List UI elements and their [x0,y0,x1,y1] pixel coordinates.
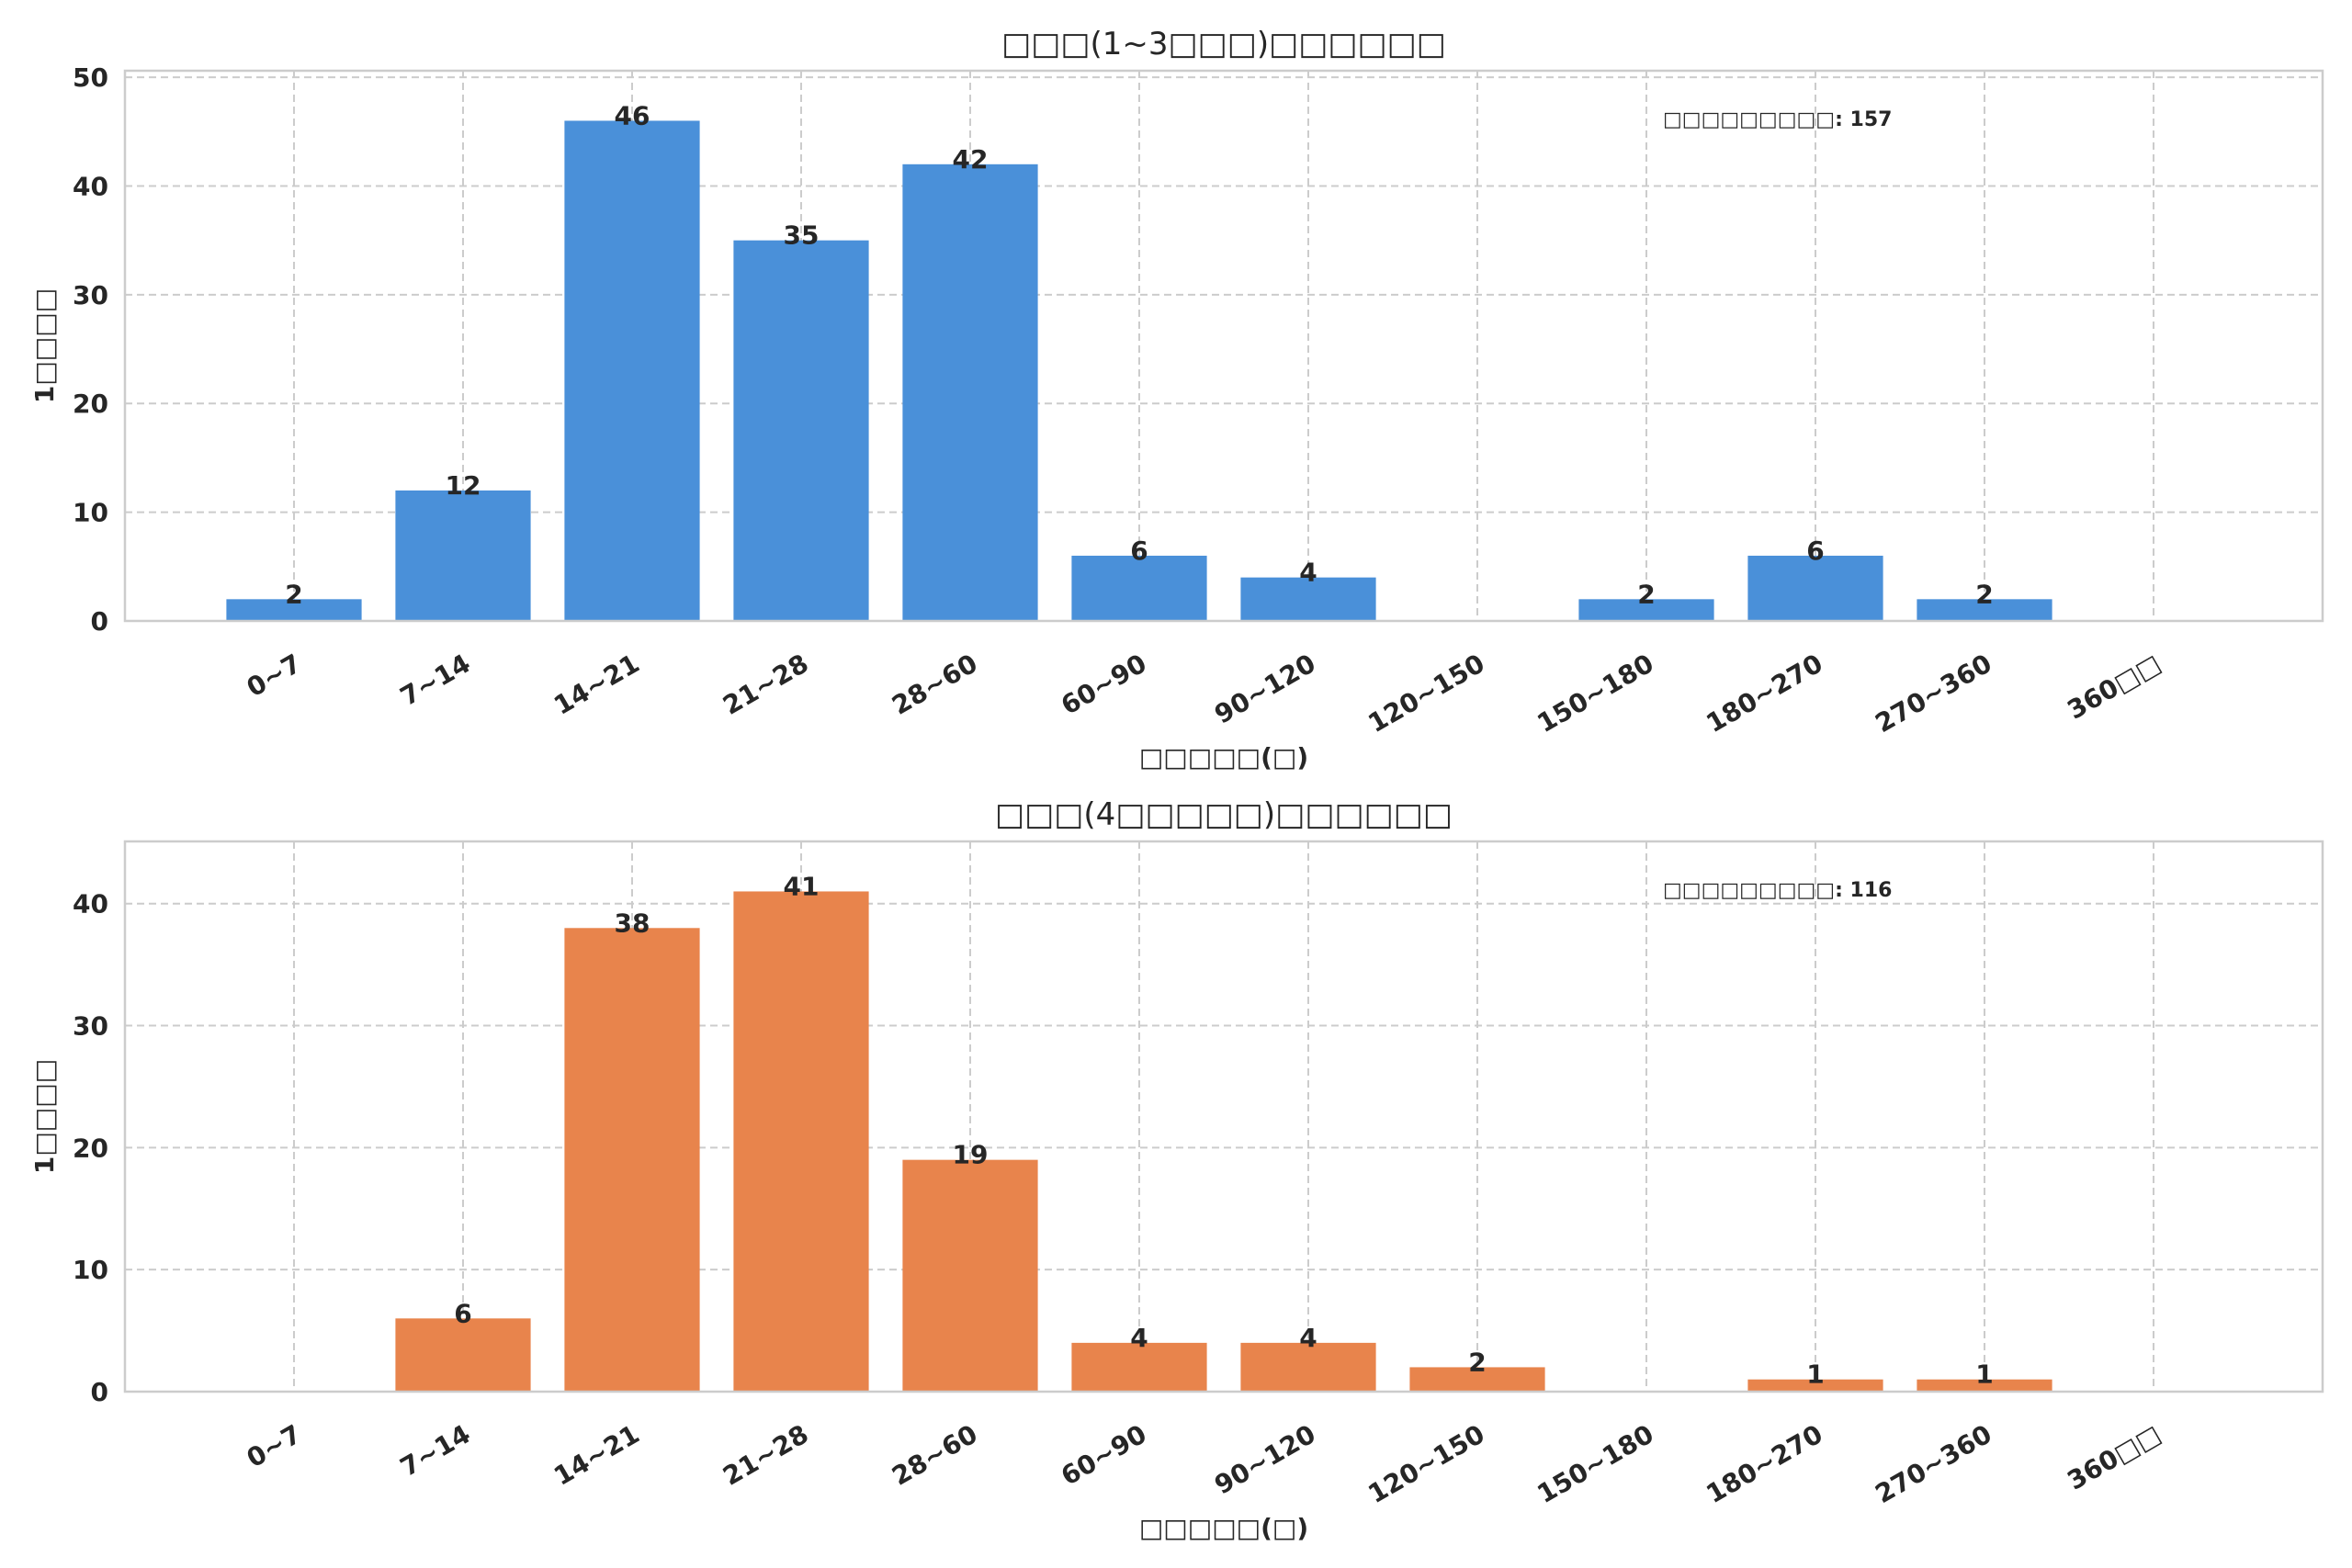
bar-value-label: 35 [784,220,820,251]
x-tick-label: 120~150 [1363,1418,1489,1509]
bar [902,164,1038,621]
bar-value-label: 42 [953,144,989,175]
bar [564,928,700,1392]
x-tick-label: 21~28 [718,1418,813,1491]
bar-value-label: 12 [446,470,481,501]
bar [1071,555,1207,621]
bar-value-label: 2 [285,579,302,609]
bar-value-label: 6 [1806,536,1824,566]
x-tick-label: 270~360 [1870,1418,1996,1509]
y-tick-label: 10 [73,1255,108,1285]
y-tick-label: 40 [73,171,108,201]
bar [1747,1379,1883,1392]
bar [564,120,700,622]
bar [1917,1379,2052,1392]
x-tick-label: 14~21 [548,648,644,720]
bar-value-label: 2 [1637,579,1655,609]
bar [1409,1367,1545,1392]
bar-value-label: 4 [1299,1323,1317,1353]
y-axis-label: 1□□□□ [29,1059,60,1174]
x-axis-label: □□□□□(□) [1139,1513,1308,1543]
x-tick-label: 90~120 [1209,1418,1320,1500]
axes-frame [123,840,2324,1393]
bar [1240,1342,1376,1392]
total-annotation: □□□□□□□□□: 157 [1663,108,1892,131]
bar-value-label: 1 [1806,1359,1824,1390]
x-tick-label: 60~90 [1056,1418,1151,1491]
x-tick-label: 270~360 [1870,648,1996,739]
y-tick-label: 50 [73,62,108,93]
x-tick-label: 150~180 [1532,1418,1658,1509]
x-tick-label: 28~60 [887,1418,982,1491]
axes-frame [123,69,2324,623]
x-tick-label: 7~14 [395,648,475,712]
x-tick-label: 14~21 [548,1418,644,1491]
y-axis-label: 1□□□□ [29,288,60,403]
bar-value-label: 6 [454,1298,471,1328]
bar [733,240,869,621]
bar [1747,555,1883,621]
chart-title: □□□(4□□□□□)□□□□□□ [995,796,1453,833]
y-tick-label: 20 [73,389,108,419]
total-annotation: □□□□□□□□□: 116 [1663,879,1892,902]
x-tick-label: 0~7 [242,1418,307,1473]
x-tick-label: 180~270 [1701,648,1827,739]
x-tick-label: 150~180 [1532,648,1658,739]
x-tick-label: 120~150 [1363,648,1489,739]
bar [1917,599,2052,621]
bar [1071,1342,1207,1392]
x-axis-label: □□□□□(□) [1139,742,1308,773]
y-tick-label: 30 [73,1011,108,1042]
bar-value-label: 2 [1975,579,1993,609]
bar-value-label: 4 [1130,1323,1148,1353]
x-tick-label: 7~14 [395,1418,475,1483]
x-tick-label: 28~60 [887,648,982,720]
x-tick-label: 180~270 [1701,1418,1827,1509]
bar-value-label: 6 [1130,536,1148,566]
bar-value-label: 4 [1299,558,1317,588]
y-tick-label: 20 [73,1133,108,1163]
bar-value-label: 1 [1975,1359,1993,1390]
x-tick-label: 360□□ [2063,1418,2166,1495]
chart-title: □□□(1~3□□□)□□□□□□ [1001,26,1446,62]
y-tick-label: 0 [91,606,108,637]
bar-value-label: 19 [953,1140,989,1170]
y-tick-label: 0 [91,1377,108,1407]
y-tick-label: 30 [73,280,108,310]
bar [1240,577,1376,621]
bar [733,891,869,1392]
bar [395,1318,531,1392]
bar [226,599,362,621]
bar-value-label: 41 [784,871,820,901]
bar-value-label: 2 [1468,1347,1486,1377]
x-tick-label: 90~120 [1209,648,1320,729]
x-tick-label: 360□□ [2063,648,2166,725]
bar [902,1159,1038,1392]
x-tick-label: 60~90 [1056,648,1151,720]
bar-value-label: 38 [615,908,650,938]
y-tick-label: 40 [73,889,108,919]
bar-value-label: 46 [615,100,650,130]
bar [395,490,531,621]
x-tick-label: 0~7 [242,648,307,703]
bar [1578,599,1714,621]
x-tick-label: 21~28 [718,648,813,720]
y-tick-label: 10 [73,498,108,528]
